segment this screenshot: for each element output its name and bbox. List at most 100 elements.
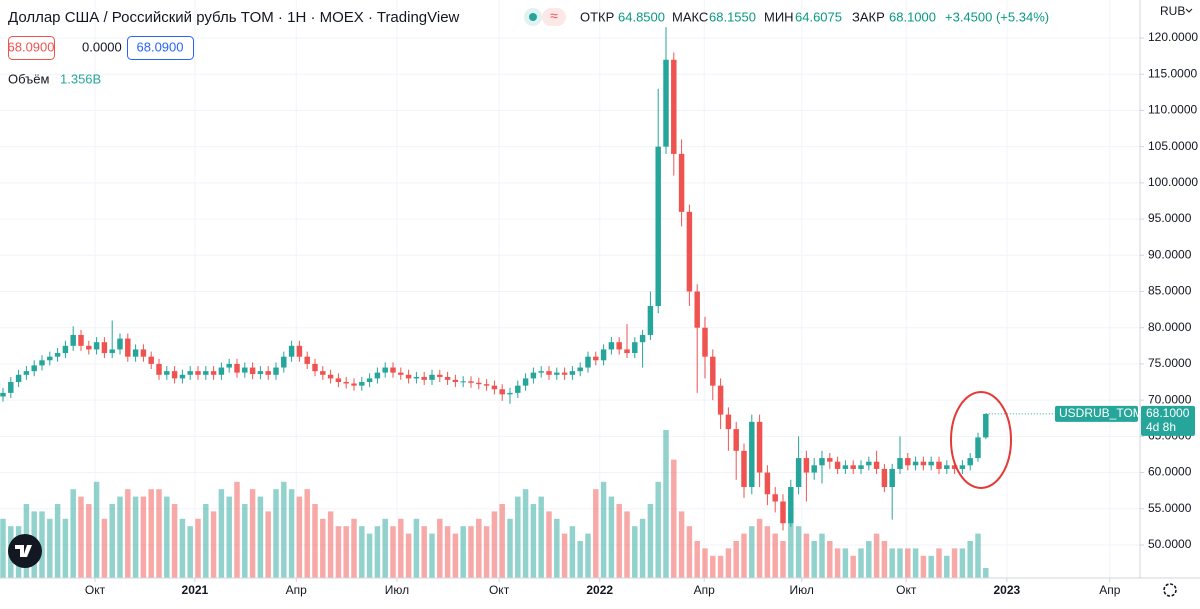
volume-bar [156,489,162,578]
volume-bar [405,533,412,578]
candle-body [390,367,396,373]
candle-body [296,345,303,357]
candle-layer [0,27,1140,531]
candle-body [967,458,973,466]
candle-body [156,363,162,375]
volume-bar [944,555,950,578]
volume-bar [195,518,201,578]
volume-bar [905,548,911,578]
candle-body [86,345,92,350]
candle-body [920,461,927,466]
volume-bar [343,526,349,578]
candle-body [749,421,755,488]
candle-body [686,211,693,292]
candle-body [491,385,498,390]
volume-bar [897,548,903,578]
volume-bar [530,504,537,578]
delay-icon: ≈ [550,8,558,24]
y-tick-label: 80.0000 [1148,320,1192,334]
volume-bar [413,518,420,578]
x-tick-label: Апр [286,583,308,597]
candle-body [265,371,271,375]
ohlc-value: 68.1550 [709,9,756,24]
volume-bar [444,526,451,578]
candle-body [304,356,310,364]
volume-bar [93,481,100,578]
candle-body [234,363,240,373]
candle-body [335,378,342,383]
volume-bar [109,504,115,578]
candle-body [788,487,794,524]
volume-bar [608,496,615,578]
volume-label: Объём [8,71,49,86]
candle-body [23,371,30,375]
candle-body [866,461,872,466]
volume-bar [288,489,295,578]
candle-body [444,376,451,380]
candle-body [413,376,420,379]
y-tick-label: 115.0000 [1148,66,1197,80]
input-box[interactable] [127,36,194,60]
candle-body [639,334,646,343]
volume-bar [569,526,576,578]
volume-bar [951,548,958,578]
symbol-tag: USDRUB_TOM [1059,406,1143,420]
candle-body [374,372,381,379]
candle-body [772,494,778,502]
candle-body [203,371,209,375]
candle-body [320,371,326,375]
highlight-circle [950,391,1012,489]
volume-bar [101,518,108,578]
candle-body [476,382,482,385]
candle-body [0,392,6,397]
candle-body [132,349,139,357]
volume-bar [983,567,989,578]
y-tick-label: 55.0000 [1148,501,1192,515]
volume-bar [889,548,895,578]
y-tick-label: 75.0000 [1148,356,1192,370]
volume-bar [936,548,942,578]
volume-bar [437,518,443,578]
volume-bar [803,533,810,578]
currency: RUB [1160,4,1185,18]
ohlc-label: МИН [764,9,794,24]
volume-bar [234,481,240,578]
volume-bar [920,555,927,578]
x-tick-label: Окт [85,583,106,597]
candle-body [936,461,942,469]
volume-bar [717,555,724,578]
volume-bar [967,541,973,578]
volume-bar [273,489,279,578]
logo-mark [15,545,32,557]
candle-body [764,472,771,495]
volume-bar [842,548,849,578]
candle-body [195,371,201,375]
volume-bar [647,504,654,578]
candle-body [117,338,123,350]
volume-bar [780,541,786,578]
candle-body [257,371,264,375]
ohlc-value: 64.8500 [618,9,665,24]
title: Доллар США / Российский рубль TOM · 1Н ·… [8,9,460,26]
input-value: 68.0900 [8,39,55,54]
candle-body [351,383,357,386]
candle-body [452,379,459,383]
settings-icon[interactable] [1163,583,1177,597]
candle-body [928,461,934,466]
volume-layer [0,430,989,578]
candle-body [78,334,84,346]
candle-body [327,374,334,379]
volume-bar [374,526,381,578]
x-tick-label: Апр [694,583,716,597]
price-tag-bg [1141,405,1195,436]
volume-bar [39,511,45,578]
input-value: 68.0900 [137,39,184,54]
candle-body [694,291,700,328]
volume-bar [226,496,232,578]
candle-body [54,353,61,357]
input-box[interactable] [8,36,55,60]
volume-bar [749,526,755,578]
candle-body [382,367,388,373]
